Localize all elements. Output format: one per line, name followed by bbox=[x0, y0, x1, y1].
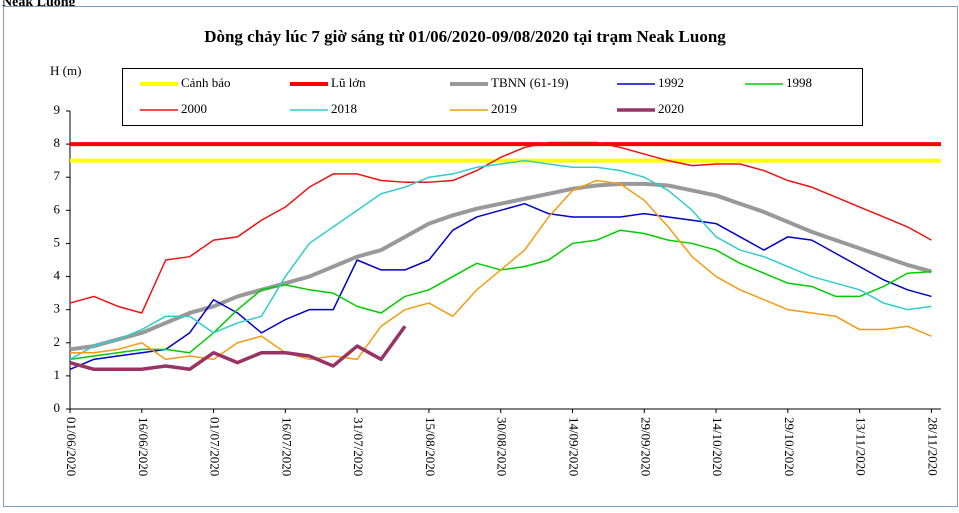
x-tick-label: 16/06/2020 bbox=[136, 417, 151, 476]
legend-label: TBNN (61-19) bbox=[491, 75, 569, 90]
legend-label: Lũ lớn bbox=[331, 75, 366, 90]
y-tick-label: 2 bbox=[54, 334, 61, 349]
y-tick-label: 5 bbox=[54, 234, 61, 249]
y-tick-label: 6 bbox=[54, 201, 61, 216]
x-tick-label: 15/08/2020 bbox=[423, 417, 438, 476]
x-tick-label: 01/07/2020 bbox=[208, 417, 223, 476]
legend-label: 2018 bbox=[331, 101, 357, 116]
y-tick-label: 7 bbox=[54, 168, 61, 183]
y-tick-label: 0 bbox=[54, 400, 61, 415]
y-axis-label: H (m) bbox=[50, 63, 81, 78]
series-line bbox=[69, 202, 932, 370]
x-tick-label: 14/09/2020 bbox=[567, 417, 582, 476]
series-line bbox=[69, 181, 932, 352]
y-tick-label: 9 bbox=[54, 102, 61, 117]
x-tick-label: 14/10/2020 bbox=[710, 417, 725, 476]
series-line bbox=[70, 179, 932, 361]
series-line bbox=[69, 325, 407, 372]
x-tick-label: 01/06/2020 bbox=[64, 417, 79, 476]
header: Neak Luong bbox=[2, 0, 76, 10]
x-tick-label: 30/08/2020 bbox=[495, 417, 510, 476]
series-line bbox=[69, 141, 932, 314]
y-tick-label: 4 bbox=[54, 268, 61, 283]
y-tick-label: 1 bbox=[54, 367, 61, 382]
x-tick-label: 16/07/2020 bbox=[279, 417, 294, 476]
chart-title: Dòng chảy lúc 7 giờ sáng từ 01/06/2020-0… bbox=[204, 27, 726, 46]
x-tick-label: 13/11/2020 bbox=[854, 417, 869, 476]
legend-label: 2019 bbox=[491, 101, 517, 116]
x-tick-label: 28/11/2020 bbox=[925, 417, 940, 476]
y-tick-label: 3 bbox=[54, 301, 61, 316]
legend-label: 2000 bbox=[181, 101, 207, 116]
legend-label: 1998 bbox=[786, 75, 812, 90]
series-line bbox=[69, 159, 932, 360]
x-tick-label: 29/10/2020 bbox=[782, 417, 797, 476]
y-tick-label: 8 bbox=[54, 135, 61, 150]
legend-label: 2020 bbox=[658, 101, 684, 116]
x-tick-label: 29/09/2020 bbox=[638, 417, 653, 476]
legend-label: Cảnh báo bbox=[181, 75, 230, 90]
legend bbox=[122, 68, 863, 126]
legend-label: 1992 bbox=[658, 75, 684, 90]
x-tick-label: 31/07/2020 bbox=[351, 417, 366, 476]
